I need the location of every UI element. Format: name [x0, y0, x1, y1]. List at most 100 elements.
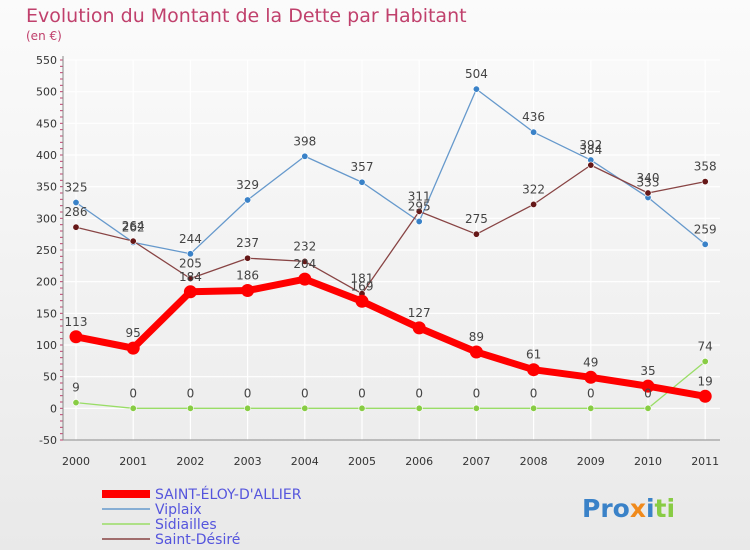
series-2-point	[301, 404, 309, 412]
x-tick-label: 2010	[634, 455, 662, 468]
data-label: 61	[526, 348, 541, 362]
series-0-point	[641, 379, 655, 393]
series-2-point	[701, 357, 709, 365]
series-1-point	[301, 152, 309, 160]
legend: SAINT-ÉLOY-D'ALLIERViplaixSidiaillesSain…	[102, 486, 302, 548]
logo-text: Proxiti	[582, 494, 675, 523]
series-1-point	[358, 178, 366, 186]
data-label: 329	[236, 178, 259, 192]
data-label: 0	[244, 386, 252, 400]
data-label: 89	[469, 330, 484, 344]
y-tick-label: 350	[36, 181, 57, 194]
y-tick-label: 100	[36, 339, 57, 352]
y-tick-label: -50	[39, 434, 57, 447]
series-line-1	[75, 88, 706, 255]
series-1-point	[472, 85, 480, 93]
x-tick-label: 2004	[291, 455, 319, 468]
series-0-point	[69, 330, 83, 344]
x-tick-label: 2006	[405, 455, 433, 468]
series-line-3	[75, 164, 706, 295]
legend-label: Sidiailles	[155, 517, 217, 533]
data-label: 127	[408, 306, 431, 320]
x-tick-label: 2005	[348, 455, 376, 468]
x-tick-label: 2000	[62, 455, 90, 468]
data-label: 398	[293, 134, 316, 148]
y-axis-tick-labels: -50 0 50 100 150 200 250 300 350 400 450 500 550	[36, 54, 57, 447]
data-label: 186	[236, 269, 259, 283]
data-label: 259	[694, 222, 717, 236]
axes	[60, 56, 720, 441]
series-3-point	[301, 257, 309, 265]
series-2-point	[129, 404, 137, 412]
series-0-point	[584, 370, 598, 384]
data-labels: 113 95 184 186 204 169 127 89 61 49 35 19 325 262 244 3…	[65, 67, 717, 400]
series-3-point	[587, 161, 595, 169]
series-1-point	[415, 218, 423, 226]
legend-label: Saint-Désiré	[155, 532, 240, 548]
data-label: 0	[187, 386, 195, 400]
data-label: 0	[644, 386, 652, 400]
series-0-point	[126, 341, 140, 355]
data-label: 295	[408, 200, 431, 214]
proxiti-logo: Proxiti	[582, 494, 675, 523]
data-label: 95	[126, 326, 141, 340]
x-tick-label: 2007	[462, 455, 490, 468]
series-2-point	[644, 404, 652, 412]
data-label: 333	[637, 175, 660, 189]
series-1-point	[244, 196, 252, 204]
data-label: 358	[694, 160, 717, 174]
series-line-2	[75, 360, 706, 409]
series-0-point	[355, 294, 369, 308]
series-group	[69, 85, 712, 412]
data-label: 35	[640, 364, 655, 378]
series-3-point	[530, 200, 538, 208]
series-2-point	[358, 404, 366, 412]
series-3-point	[129, 237, 137, 245]
series-1-point	[701, 240, 709, 248]
series-3-point	[472, 230, 480, 238]
y-tick-label: 0	[50, 402, 57, 415]
data-label: 392	[579, 138, 602, 152]
data-label: 0	[129, 386, 137, 400]
series-1-point	[530, 128, 538, 136]
series-0-point	[469, 345, 483, 359]
y-tick-label: 550	[36, 54, 57, 67]
data-label: 322	[522, 182, 545, 196]
data-label: 49	[583, 355, 598, 369]
series-2-point	[415, 404, 423, 412]
series-1-point	[186, 250, 194, 258]
data-label: 311	[408, 189, 431, 203]
x-tick-label: 2001	[119, 455, 147, 468]
series-2-point	[530, 404, 538, 412]
data-label: 436	[522, 110, 545, 124]
series-0-point	[412, 321, 426, 335]
y-tick-label: 250	[36, 244, 57, 257]
x-tick-label: 2011	[691, 455, 719, 468]
x-axis-tick-labels: 2000 2001 2002 2003 2004 2005 2006 2007 2008 2009…	[62, 455, 719, 468]
data-label: 340	[637, 171, 660, 185]
series-2-point	[587, 404, 595, 412]
data-label: 0	[530, 386, 538, 400]
series-2-point	[186, 404, 194, 412]
series-2-point	[244, 404, 252, 412]
x-tick-label: 2003	[234, 455, 262, 468]
data-label: 504	[465, 67, 488, 81]
data-label: 9	[72, 381, 80, 395]
series-2-point	[472, 404, 480, 412]
series-3-point	[186, 274, 194, 282]
data-label: 232	[293, 239, 316, 253]
data-label: 0	[358, 386, 366, 400]
series-0-point	[183, 285, 197, 299]
data-label: 357	[351, 160, 374, 174]
series-0-point	[527, 363, 541, 377]
data-label: 237	[236, 236, 259, 250]
data-label: 113	[65, 315, 88, 329]
series-3-point	[244, 254, 252, 262]
data-label: 205	[179, 257, 202, 271]
y-tick-label: 50	[43, 371, 57, 384]
series-2-point	[72, 399, 80, 407]
data-label: 0	[301, 386, 309, 400]
data-label: 181	[351, 272, 374, 286]
y-tick-label: 200	[36, 276, 57, 289]
